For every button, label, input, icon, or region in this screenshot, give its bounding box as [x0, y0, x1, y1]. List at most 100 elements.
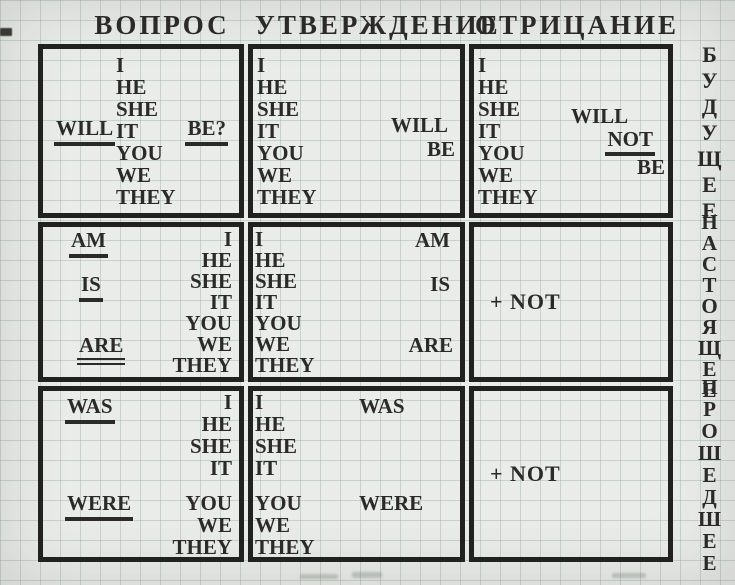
word-is: IS — [430, 272, 450, 296]
word-will: WILL — [390, 113, 448, 137]
column-header-question: ВОПРОС — [94, 10, 230, 40]
pronoun-it: IT — [255, 290, 278, 314]
cell-question-present: AM IS ARE I HE SHE IT YOU WE THEY — [38, 222, 244, 382]
pronoun-he: HE — [201, 248, 232, 272]
pronoun-she: SHE — [255, 434, 298, 458]
pronoun-i: I — [478, 53, 487, 77]
pronoun-they: THEY — [255, 535, 315, 559]
pronoun-we: WE — [116, 163, 152, 187]
word-was: WAS — [359, 394, 405, 418]
word-are: ARE — [77, 333, 126, 365]
pronoun-you: YOU — [257, 141, 304, 165]
pronoun-list: I HE SHE IT YOU WE THEY — [257, 54, 317, 208]
pronoun-they: THEY — [172, 353, 232, 377]
tense-label-past: ПРОШЕДШЕЕ — [697, 375, 722, 573]
verb-group-will-not-be: WILL NOT BE — [571, 105, 665, 179]
tense-label-future: БУДУЩЕЕ — [697, 42, 722, 224]
column-header-statement: УТВЕРЖДЕНИЕ — [255, 10, 501, 40]
pronoun-i: I — [255, 227, 264, 251]
cell-negation-future: I HE SHE IT YOU WE THEY WILL NOT BE — [469, 44, 673, 218]
pronoun-you: YOU — [255, 311, 302, 335]
pronoun-she: SHE — [189, 269, 232, 293]
pronoun-i: I — [116, 53, 125, 77]
plural-pronoun-group: YOU WE THEY — [172, 492, 232, 558]
word-is: IS — [79, 272, 103, 302]
word-not: NOT — [571, 128, 665, 156]
pronoun-he: HE — [255, 412, 286, 436]
pronoun-it: IT — [116, 119, 139, 143]
word-will: WILL — [571, 104, 629, 128]
word-be: BE — [426, 137, 455, 161]
pronoun-he: HE — [201, 412, 232, 436]
pronoun-they: THEY — [478, 185, 538, 209]
word-are: ARE — [408, 333, 453, 357]
word-were: WERE — [65, 491, 134, 521]
pronoun-they: THEY — [172, 535, 232, 559]
tense-label-present: НАСТОЯЩЕЕ — [697, 209, 722, 399]
word-am: AM — [415, 228, 450, 252]
word-plus-not: + NOT — [490, 289, 561, 314]
pronoun-he: HE — [255, 248, 286, 272]
cell-question-future: WILL I HE SHE IT YOU WE THEY BE? — [38, 44, 244, 218]
pronoun-he: HE — [257, 75, 288, 99]
pronoun-we: WE — [196, 332, 232, 356]
photo-artifact — [0, 28, 12, 36]
pronoun-we: WE — [255, 513, 291, 537]
pronoun-we: WE — [196, 513, 232, 537]
word-were: WERE — [359, 491, 424, 515]
pronoun-she: SHE — [189, 434, 232, 458]
pronoun-we: WE — [257, 163, 293, 187]
word-was: WAS — [65, 394, 115, 424]
cell-statement-present: I HE SHE IT YOU WE THEY AM IS ARE — [248, 222, 465, 382]
pronoun-we: WE — [478, 163, 514, 187]
word-plus-not: + NOT — [490, 461, 561, 486]
pronoun-they: THEY — [255, 353, 315, 377]
singular-pronoun-group: I HE SHE IT — [255, 391, 315, 479]
pronoun-she: SHE — [255, 269, 298, 293]
pronoun-i: I — [223, 227, 232, 251]
pronoun-you: YOU — [255, 491, 302, 515]
cell-statement-past: I HE SHE IT YOU WE THEY WAS WERE — [248, 386, 465, 562]
pronoun-list: I HE SHE IT YOU WE THEY — [255, 391, 315, 558]
word-am: AM — [69, 228, 108, 258]
photo-smudge — [352, 572, 382, 578]
pronoun-it: IT — [257, 119, 280, 143]
word-will: WILL — [54, 116, 116, 146]
plural-pronoun-group: YOU WE THEY — [255, 492, 315, 558]
pronoun-list: I HE SHE IT YOU WE THEY — [172, 391, 232, 558]
pronoun-list: I HE SHE IT YOU WE THEY — [478, 54, 538, 208]
cell-statement-future: I HE SHE IT YOU WE THEY WILL BE — [248, 44, 465, 218]
pronoun-he: HE — [116, 75, 147, 99]
verb-group-will-be: WILL BE — [391, 113, 455, 161]
word-be: BE — [636, 155, 665, 179]
pronoun-list: I HE SHE IT YOU WE THEY — [255, 229, 315, 376]
word-be-question: BE? — [185, 116, 228, 146]
pronoun-we: WE — [255, 332, 291, 356]
pronoun-it: IT — [255, 456, 278, 480]
pronoun-it: IT — [209, 290, 232, 314]
pronoun-you: YOU — [478, 141, 525, 165]
pronoun-you: YOU — [185, 311, 232, 335]
pronoun-they: THEY — [116, 185, 176, 209]
column-header-negation: ОТРИЦАНИЕ — [474, 10, 680, 40]
pronoun-i: I — [257, 53, 266, 77]
pronoun-she: SHE — [257, 97, 300, 121]
cell-negation-present: + NOT — [469, 222, 673, 382]
pronoun-list: I HE SHE IT YOU WE THEY — [172, 229, 232, 376]
singular-pronoun-group: I HE SHE IT — [172, 391, 232, 479]
photo-smudge — [300, 574, 338, 579]
pronoun-she: SHE — [478, 97, 521, 121]
pronoun-i: I — [255, 390, 264, 414]
cell-negation-past: + NOT — [469, 386, 673, 562]
pronoun-it: IT — [209, 456, 232, 480]
pronoun-you: YOU — [116, 141, 163, 165]
grammar-grid: WILL I HE SHE IT YOU WE THEY BE? I HE SH… — [38, 44, 673, 562]
pronoun-list: I HE SHE IT YOU WE THEY — [116, 54, 176, 208]
pronoun-it: IT — [478, 119, 501, 143]
pronoun-she: SHE — [116, 97, 159, 121]
photo-smudge — [612, 573, 646, 578]
cell-question-past: WAS WERE I HE SHE IT YOU WE THEY — [38, 386, 244, 562]
pronoun-i: I — [223, 390, 232, 414]
pronoun-you: YOU — [185, 491, 232, 515]
